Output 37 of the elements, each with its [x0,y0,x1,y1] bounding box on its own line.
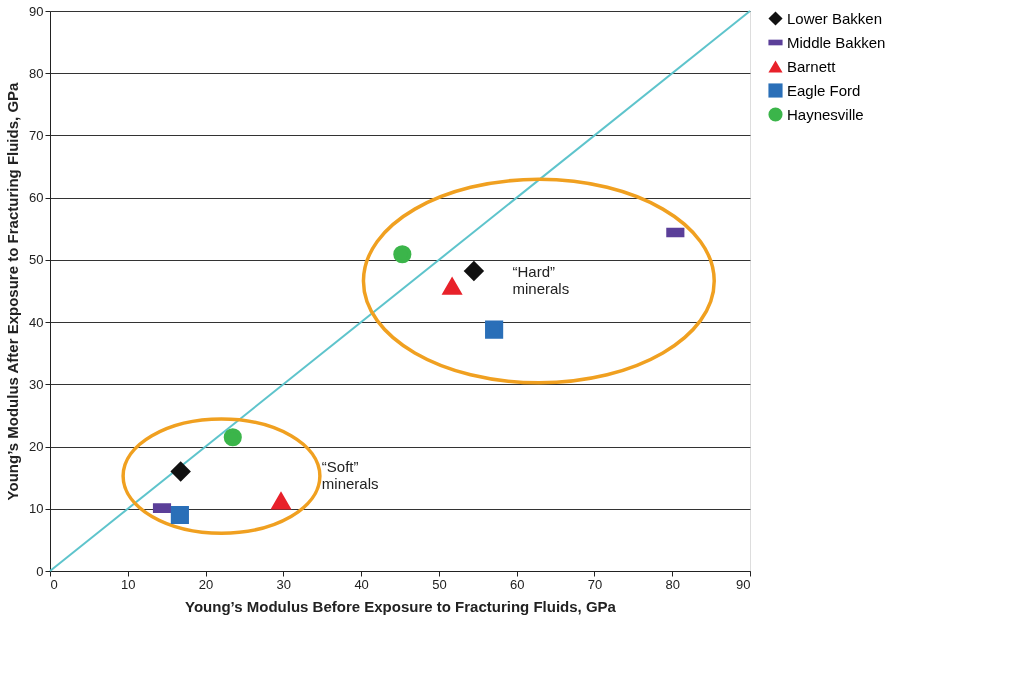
x-tick-label: 30 [276,576,292,592]
legend-label: Haynesville [787,105,864,123]
y-tick-label: 80 [29,65,44,81]
point [464,261,484,281]
x-tick-label: 90 [736,576,751,592]
x-tick-label: 20 [198,576,214,592]
point [393,245,412,264]
point [171,462,191,481]
y-tick-label: 30 [29,376,44,392]
point [170,505,189,525]
x-tick-label: 60 [509,576,525,592]
y-tick-label: 0 [36,563,44,579]
y-tick-label: 50 [29,252,44,268]
legend-label: Lower Bakken [787,9,883,27]
point [271,493,291,510]
legend-label: Middle Bakken [787,33,886,51]
x-tick-label: 80 [665,576,680,592]
y-tick-label: 20 [29,439,44,455]
x-tick-label: 0 [50,576,58,592]
y-tick-label: 60 [29,190,44,206]
annotation: “Hard” minerals [512,262,570,297]
x-tick-label: 70 [587,576,603,592]
y-tick-label: 70 [29,127,44,143]
point [441,276,463,295]
x-axis-title: Young’s Modulus Before Exposure to Fracturing Fluids, GPa [185,597,617,615]
legend-label: Barnett [787,57,837,75]
y-tick-label: 10 [29,501,44,517]
x-tick-label: 40 [354,576,369,592]
x-tick-label: 10 [121,576,136,592]
x-tick-label: 50 [432,576,447,592]
point [223,428,242,447]
legend-label: Eagle Ford [787,81,861,99]
annotation: “Soft” minerals [321,457,379,492]
y-axis-title: Young’s Modulus After Exposure to Fracturing Fluids, GPa [4,81,22,501]
y-tick-label: 40 [29,314,44,330]
point [485,320,504,339]
y-tick-label: 90 [29,3,44,19]
